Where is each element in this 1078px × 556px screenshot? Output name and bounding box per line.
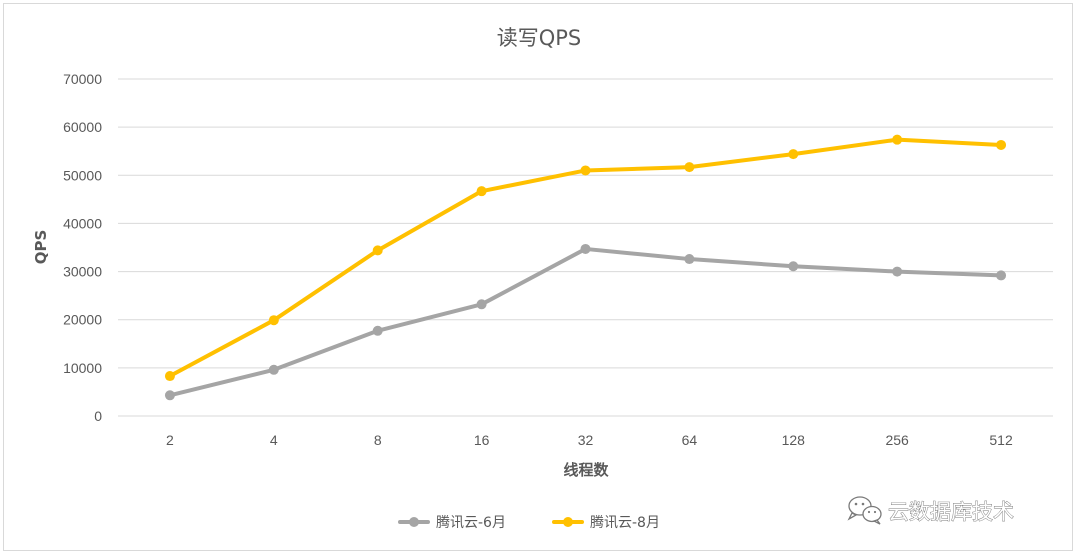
legend-swatch-marker [409,517,419,527]
y-tick-label: 40000 [63,215,102,231]
x-tick-label: 64 [682,432,698,448]
data-point [268,315,279,326]
y-tick-label: 50000 [63,167,102,183]
watermark-text: 云数据库技术 [888,500,1014,524]
data-point [684,254,695,265]
data-point [580,243,591,254]
x-tick-label: 4 [270,432,278,448]
data-point [892,134,903,145]
watermark: 云数据库技术 [847,496,1014,525]
legend: 腾讯云-6月 腾讯云-8月 [398,514,660,531]
y-tick-label: 70000 [63,71,102,87]
data-point [476,299,487,310]
x-tick-label: 8 [374,432,382,448]
data-point [164,371,175,382]
legend-swatch-marker [563,517,573,527]
legend-label: 腾讯云-8月 [590,514,660,531]
data-point [580,165,591,176]
legend-item: 腾讯云-8月 [552,514,660,531]
legend-label: 腾讯云-6月 [436,514,506,531]
x-axis-title: 线程数 [563,461,609,479]
chart-frame [3,3,1073,551]
data-point [996,270,1007,281]
y-tick-label: 10000 [63,360,102,376]
data-point [892,266,903,277]
y-axis-ticks: 0 10000 20000 30000 40000 50000 60000 70000 [63,71,102,424]
data-point [372,325,383,336]
wechat-icon [847,496,882,525]
x-axis-ticks: 2 4 8 16 32 64 128 256 512 [166,432,1013,448]
x-tick-label: 2 [166,432,174,448]
x-tick-label: 128 [782,432,806,448]
y-tick-label: 30000 [63,264,102,280]
series-2 [164,134,1007,382]
series-line [167,246,1004,398]
series-layer [164,134,1007,401]
x-tick-label: 16 [474,432,490,448]
data-point [684,162,695,173]
x-tick-label: 512 [989,432,1013,448]
data-point [268,364,279,375]
data-point [996,139,1007,150]
x-tick-label: 256 [885,432,909,448]
series-1 [164,243,1007,401]
y-tick-label: 20000 [63,312,102,328]
y-axis-title: QPS [32,230,50,265]
data-point [788,149,799,160]
data-point [164,390,175,401]
data-point [372,245,383,256]
data-point [788,261,799,272]
x-tick-label: 32 [578,432,594,448]
chart-title: 读写QPS [497,26,582,50]
y-tick-label: 0 [94,408,102,424]
data-point [476,186,487,197]
legend-item: 腾讯云-6月 [398,514,506,531]
y-tick-label: 60000 [63,119,102,135]
